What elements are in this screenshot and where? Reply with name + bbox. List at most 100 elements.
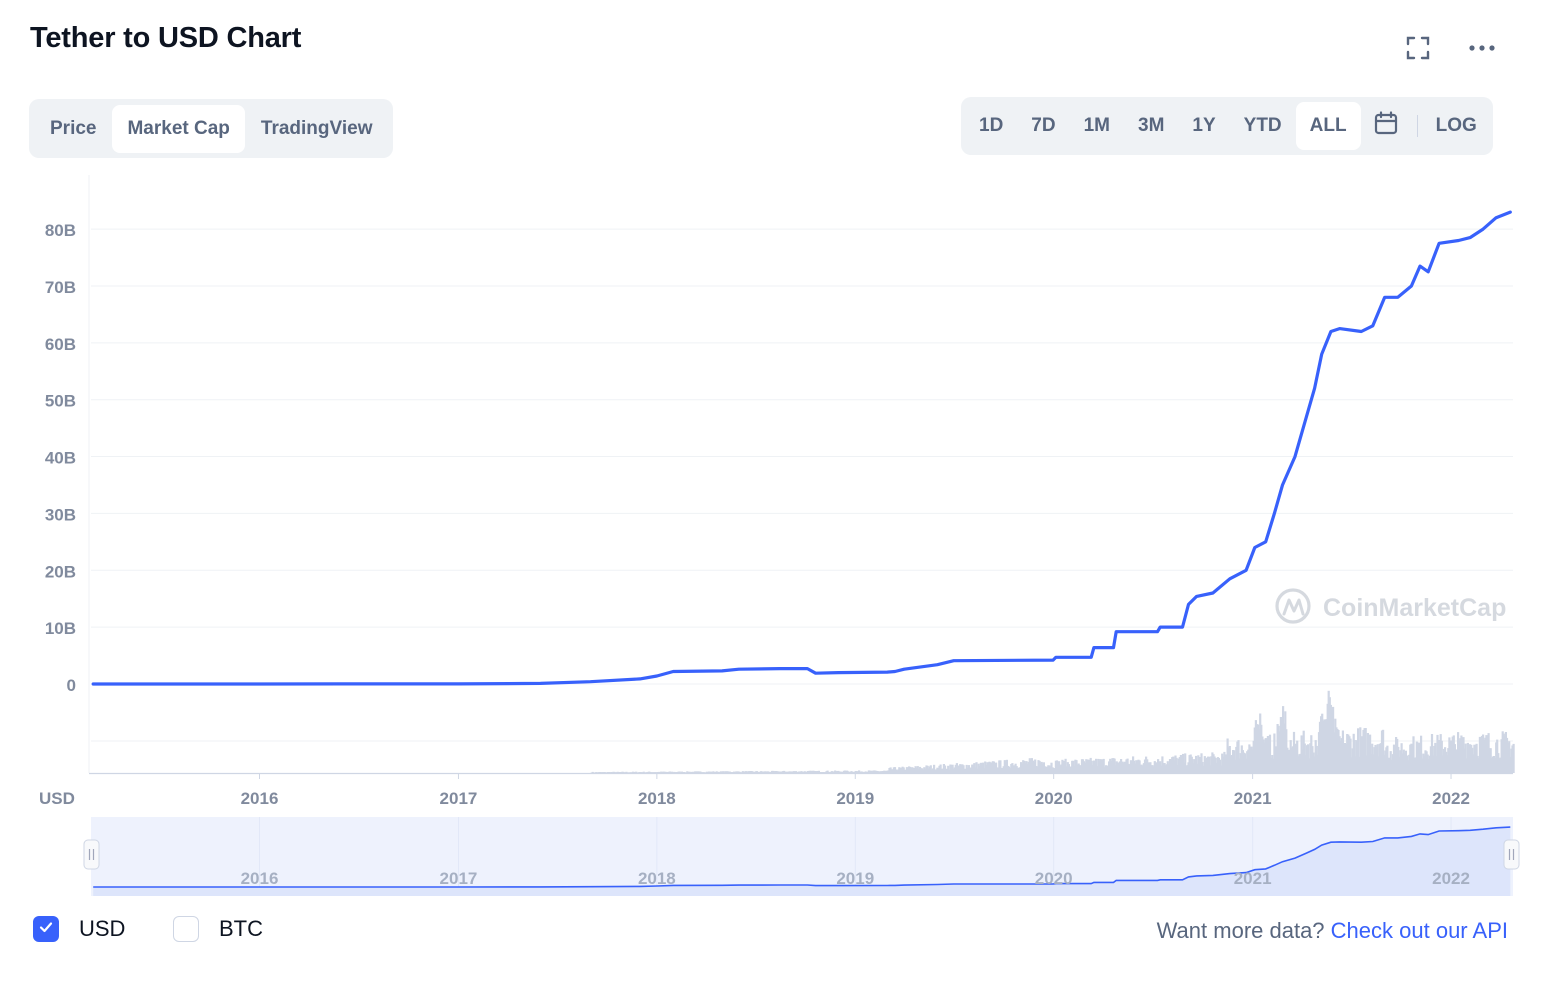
volume-bar	[1415, 741, 1418, 773]
volume-bar	[815, 771, 818, 773]
navigator[interactable]: 2016 2017 2018 2019 2020 2021 2022	[83, 817, 1520, 896]
volume-bar	[797, 771, 800, 773]
volume-bar	[1102, 758, 1105, 773]
tab-price[interactable]: Price	[50, 117, 97, 139]
volume-bar	[1272, 758, 1275, 773]
volume-bar	[1464, 743, 1467, 773]
volume-bar	[1341, 730, 1344, 773]
api-promo-text: Want more data?	[1156, 918, 1325, 943]
fullscreen-button[interactable]	[1398, 28, 1438, 68]
volume-bar	[1278, 731, 1281, 773]
volume-bar	[1041, 763, 1044, 773]
volume-bar	[1497, 753, 1500, 773]
volume-bar	[641, 772, 644, 773]
tab-tradingview[interactable]: TradingView	[260, 117, 373, 139]
volume-bar	[765, 771, 768, 773]
volume-bar	[1153, 761, 1156, 773]
volume-bar	[990, 762, 993, 773]
volume-bar	[642, 771, 645, 773]
volume-bar	[1062, 760, 1065, 773]
volume-bar	[878, 771, 881, 773]
volume-bar	[890, 769, 893, 773]
y-tick-label: 20B	[45, 562, 76, 581]
series-line-market-cap	[91, 210, 1512, 686]
volume-bar	[1322, 721, 1325, 773]
navigator-left-handle[interactable]	[83, 839, 100, 870]
volume-bar	[858, 770, 861, 773]
range-1d[interactable]: 1D	[979, 115, 1004, 136]
navigator-x-tick-label: 2021	[1234, 869, 1272, 888]
x-axis-tick-labels: 2016 2017 2018 2019 2020 2021 2022	[241, 773, 1470, 808]
volume-bar	[728, 771, 731, 773]
volume-bar	[1502, 733, 1505, 773]
y-tick-label: 70B	[45, 278, 76, 297]
volume-bar	[865, 771, 868, 773]
volume-bar	[1073, 765, 1076, 773]
api-link[interactable]: Check out our API	[1330, 918, 1508, 943]
volume-bar	[678, 771, 681, 773]
volume-bar	[1440, 740, 1443, 773]
btc-toggle[interactable]: BTC	[173, 916, 263, 942]
volume-bar	[1095, 758, 1098, 773]
btc-checkbox[interactable]	[173, 916, 199, 942]
volume-bar	[660, 771, 663, 773]
volume-bar	[822, 772, 825, 773]
volume-bar	[947, 765, 950, 773]
volume-bar	[672, 772, 675, 773]
volume-bar	[772, 770, 775, 773]
usd-checkbox[interactable]	[33, 916, 59, 942]
navigator-right-handle[interactable]	[1503, 839, 1520, 870]
volume-bar	[1310, 735, 1313, 773]
volume-bar	[1353, 740, 1356, 773]
volume-bar	[1110, 760, 1113, 773]
range-tabs: 1D 7D 1M 3M 1Y YTD ALL LOG	[961, 97, 1493, 155]
volume-bar	[909, 766, 912, 773]
range-3m[interactable]: 3M	[1138, 115, 1165, 136]
volume-bar	[1384, 750, 1387, 773]
range-1m[interactable]: 1M	[1083, 115, 1110, 136]
range-1y[interactable]: 1Y	[1192, 115, 1216, 136]
x-tick-label: 2021	[1234, 789, 1272, 808]
calendar-button[interactable]	[1361, 102, 1411, 150]
usd-toggle[interactable]: USD	[33, 916, 125, 942]
range-ytd[interactable]: YTD	[1243, 115, 1282, 136]
volume-bar	[1328, 697, 1331, 773]
range-all[interactable]: ALL	[1295, 102, 1361, 150]
volume-bar	[939, 764, 942, 773]
volume-bar	[1268, 734, 1272, 773]
volume-bar	[959, 764, 962, 773]
volume-bar	[984, 761, 987, 773]
volume-bar	[809, 770, 812, 773]
navigator-x-tick-label: 2017	[440, 869, 478, 888]
more-options-icon	[1468, 44, 1496, 52]
volume-bar	[685, 772, 688, 773]
volume-bar	[1397, 746, 1400, 773]
log-scale-toggle[interactable]: LOG	[1435, 115, 1477, 136]
calendar-icon	[1373, 110, 1399, 142]
volume-bar	[1369, 734, 1372, 773]
volume-bar	[1078, 765, 1081, 773]
volume-bar	[934, 770, 937, 773]
volume-bar	[697, 771, 700, 773]
volume-bar	[1403, 752, 1406, 773]
coinmarketcap-logo-icon	[1275, 588, 1311, 624]
volume-bar	[653, 772, 656, 773]
tab-market-cap[interactable]: Market Cap	[112, 104, 245, 153]
volume-bar	[1103, 767, 1106, 773]
volume-bar	[740, 772, 743, 773]
more-options-button[interactable]	[1462, 28, 1502, 68]
volume-bar	[647, 771, 650, 773]
volume-bar	[1509, 756, 1512, 773]
range-7d[interactable]: 7D	[1031, 115, 1056, 136]
volume-bar	[905, 767, 908, 773]
volume-bar	[853, 771, 856, 773]
volume-bar	[610, 772, 613, 773]
volume-bar	[933, 764, 936, 773]
volume-bar	[1208, 756, 1211, 773]
volume-bar	[1378, 743, 1381, 773]
x-tick-label: 2018	[638, 789, 676, 808]
watermark-text: CoinMarketCap	[1323, 594, 1506, 622]
watermark: CoinMarketCap	[1275, 588, 1506, 624]
volume-bar	[859, 772, 862, 773]
